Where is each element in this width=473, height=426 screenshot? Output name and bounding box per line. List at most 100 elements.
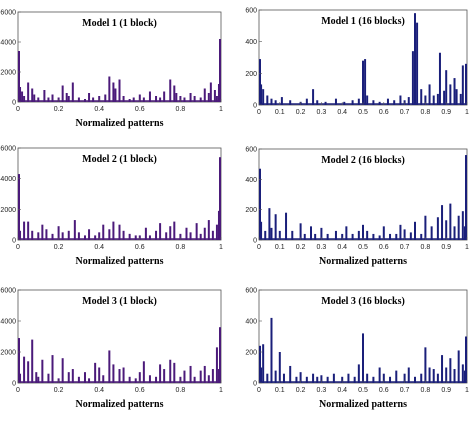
bar [445,220,448,240]
x-axis-label: Normalized patterns [75,399,163,410]
x-tick-label: 1 [219,244,223,251]
bar [289,365,292,383]
x-tick-label: 1 [465,387,469,394]
bar [357,364,360,383]
bar [163,91,166,102]
bar [189,93,192,102]
bar [436,93,439,105]
bar [217,210,220,240]
bar [274,370,277,383]
bar [207,93,210,102]
bar [274,214,277,240]
bar [465,336,467,383]
bar [463,370,466,383]
y-tick-label: 2000 [0,350,16,357]
bar [155,376,158,383]
bar [159,364,162,383]
bar [334,98,337,105]
bar [362,224,364,240]
x-tick-label: 0.5 [358,387,368,394]
bar [57,226,60,240]
x-tick-label: 0.9 [441,387,451,394]
bar [453,78,456,105]
bar [449,203,452,240]
bar [420,89,423,105]
x-tick-label: 0.1 [275,109,285,116]
panel-title: Model 2 (1 block) [82,154,157,165]
x-tick-label: 0.8 [421,387,431,394]
bar [291,230,294,240]
x-tick-label: 0 [16,387,20,394]
x-tick-label: 0.6 [379,109,389,116]
bar [420,233,423,240]
bar [334,230,337,240]
bar [155,96,158,102]
bar [372,233,375,240]
x-tick-label: 1 [219,387,223,394]
bar [453,369,456,383]
x-axis-label: Normalized patterns [75,118,163,129]
x-tick-label: 0.2 [54,106,64,113]
bar [37,97,40,102]
x-tick-label: 0.5 [358,109,368,116]
bar [122,230,125,240]
bar [326,233,329,240]
bar [378,367,381,383]
bar [118,224,121,240]
bar [403,373,406,383]
bar [395,233,398,240]
bar [438,52,441,105]
bar [299,223,302,240]
bar [395,370,398,383]
x-tick-label: 0.9 [441,244,451,251]
y-tick-label: 4000 [0,40,16,47]
bar [215,96,218,102]
bar [41,359,44,383]
x-tick-label: 0.6 [135,244,145,251]
y-tick-label: 200 [245,207,257,214]
bar [169,79,172,102]
bar [112,364,115,383]
panel-title: Model 1 (16 blocks) [321,16,405,27]
bar [259,168,261,240]
x-tick-label: 0.3 [317,109,327,116]
bar [199,97,202,102]
bar [268,208,271,240]
bar [19,230,22,240]
bar [351,233,354,240]
bar [457,350,460,383]
bar [31,230,34,240]
bar [219,39,221,102]
bar [420,373,423,383]
y-tick-label: 600 [245,8,257,15]
x-axis-label: Normalized patterns [75,256,163,267]
bar [138,94,141,102]
x-tick-label: 0.6 [135,387,145,394]
bar [295,376,298,383]
bar [207,220,210,240]
bar [424,347,427,383]
bar [77,97,80,102]
bar [364,59,367,105]
bar [305,98,308,105]
bar [43,90,46,102]
bar [449,84,452,105]
bar [128,376,131,383]
x-tick-label: 1 [465,244,469,251]
bar [411,51,414,105]
y-tick-label: 400 [245,319,257,326]
x-tick-label: 0.8 [176,106,186,113]
x-tick-label: 0.8 [176,387,186,394]
bar [459,93,462,105]
bar [215,224,218,240]
bar [320,375,323,383]
bar [19,373,22,383]
bar [114,88,117,102]
panel-model2-16blocks: 0 200 400 600 0 0.1 0.2 0.3 0.4 0.5 0.6 0.7 0.8 0.9 1 M… [245,147,469,268]
x-tick-label: 0.7 [400,387,410,394]
bar [299,372,302,383]
bar [37,232,40,240]
y-tick-label: 2000 [0,70,16,77]
bar [211,230,214,240]
bar [351,100,354,105]
